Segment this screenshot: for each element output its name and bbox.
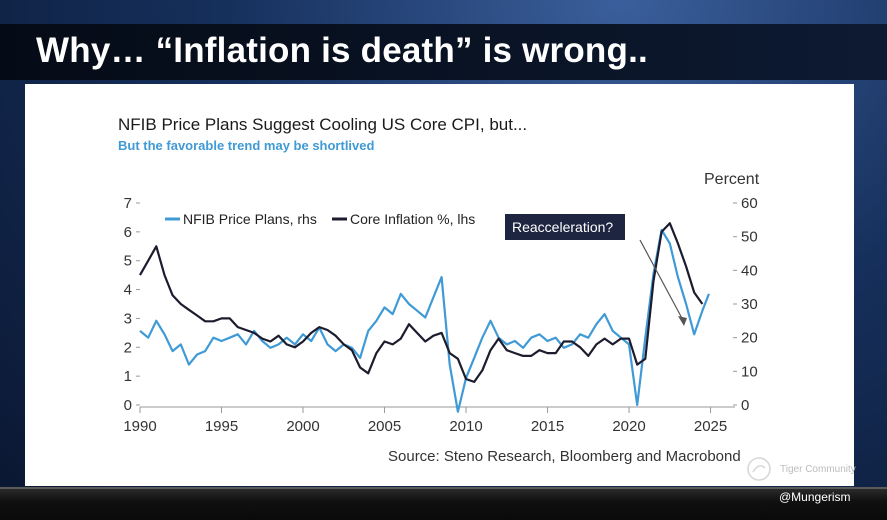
x-tick-label-2020: 2020: [612, 418, 645, 435]
author-handle: @Mungerism: [779, 490, 851, 504]
x-tick-label-2005: 2005: [368, 418, 401, 435]
legend-label-nfib: NFIB Price Plans, rhs: [183, 211, 317, 227]
annotation-arrow: [639, 239, 685, 323]
chart-source: Source: Steno Research, Bloomberg and Ma…: [388, 448, 741, 465]
right-axis-unit: Percent: [704, 171, 760, 188]
right-tick-label-0: 0: [741, 397, 749, 414]
annotation-box: [505, 214, 625, 240]
left-tick-label-2: 2: [124, 339, 132, 356]
right-tick-label-50: 50: [741, 229, 758, 246]
x-tick-label-2010: 2010: [449, 418, 482, 435]
legend-label-core-inflation: Core Inflation %, lhs: [350, 211, 475, 227]
left-tick-label-0: 0: [124, 397, 132, 414]
chart-series: [139, 222, 710, 413]
x-tick-label-2025: 2025: [694, 418, 727, 435]
left-tick-label-5: 5: [124, 253, 132, 270]
left-tick-label-3: 3: [124, 310, 132, 327]
x-tick-label-2000: 2000: [286, 418, 319, 435]
bottom-bar: [0, 487, 887, 520]
left-tick-label-1: 1: [124, 368, 132, 385]
x-tick-label-1990: 1990: [123, 418, 156, 435]
right-tick-label-10: 10: [741, 363, 758, 380]
right-tick-label-20: 20: [741, 330, 758, 347]
tiger-community-logo-icon: [747, 457, 771, 481]
chart-annotation: Reacceleration?: [505, 214, 687, 326]
series-line-nfib-price-plans: [139, 228, 710, 413]
right-tick-label-60: 60: [741, 195, 758, 212]
slide-title: Why… “Inflation is death” is wrong..: [36, 31, 648, 70]
chart-legend: NFIB Price Plans, rhs Core Inflation %, …: [165, 211, 475, 227]
chart-axes: 1990 1995 2000 2005 2010 2015 2020 202501234567…: [123, 195, 757, 435]
watermark-text: Tiger Community: [780, 464, 856, 475]
slide-title-bar: [0, 24, 887, 80]
right-tick-label-30: 30: [741, 296, 758, 313]
chart-subtitle: But the favorable trend may be shortlive…: [118, 138, 375, 153]
left-tick-label-4: 4: [124, 282, 132, 299]
chart-title: NFIB Price Plans Suggest Cooling US Core…: [118, 115, 528, 134]
x-tick-label-2015: 2015: [531, 418, 564, 435]
left-tick-label-7: 7: [124, 195, 132, 212]
series-line-core-inflation: [139, 222, 704, 383]
left-tick-label-6: 6: [124, 224, 132, 241]
right-tick-label-40: 40: [741, 262, 758, 279]
x-tick-label-1995: 1995: [205, 418, 238, 435]
annotation-arrowhead: [678, 316, 687, 326]
annotation-label: Reacceleration?: [512, 219, 613, 235]
